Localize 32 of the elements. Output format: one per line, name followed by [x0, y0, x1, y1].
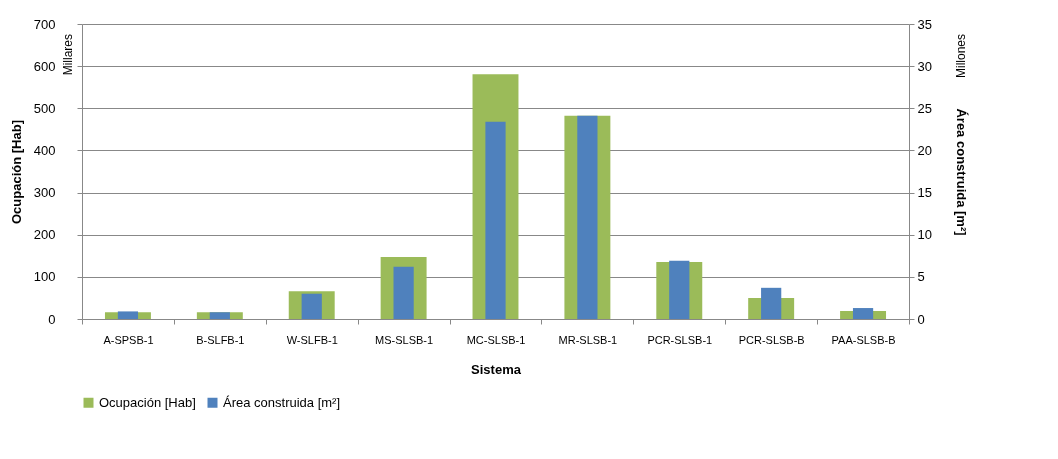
text: Millares — [61, 34, 75, 76]
x-axis-title: Sistema — [471, 361, 522, 377]
y2-tick-label: 35 — [917, 16, 932, 32]
x-tick-label: PCR-SLSB-B — [738, 333, 805, 346]
x-tick-label: B-SLFB-1 — [196, 333, 245, 346]
x-tick-label: PAA-SLSB-B — [831, 333, 896, 346]
y-tick-label: 100 — [33, 269, 56, 285]
y2-axis-title: Área construida [m²] — [953, 108, 969, 236]
y-tick-label: 700 — [33, 16, 56, 32]
x-tick-label: MS-SLSB-1 — [375, 333, 434, 346]
y-tick-label: 300 — [33, 185, 56, 201]
y2-tick-label: 20 — [917, 142, 932, 158]
x-tick-label: MR-SLSB-1 — [558, 333, 618, 346]
y2-tick-label: 15 — [917, 185, 932, 201]
y-tick-label: 600 — [33, 58, 56, 74]
y2-tick-label: 5 — [917, 269, 925, 285]
y-tick-label: 500 — [33, 100, 56, 116]
y2-tick-label: 30 — [917, 58, 932, 74]
y2-tick-label: 25 — [917, 100, 932, 116]
legend-label: Área construida [m²] — [223, 394, 341, 410]
y-tick-label: 400 — [33, 142, 56, 158]
y-tick-label: 200 — [33, 227, 56, 243]
y-tick-label: 0 — [48, 311, 56, 327]
y2-tick-label: 10 — [917, 227, 932, 243]
text: Millones — [954, 34, 968, 79]
y-axis-title: Ocupación [Hab] — [8, 119, 24, 225]
x-tick-label: MC-SLSB-1 — [466, 333, 526, 346]
x-tick-label: W-SLFB-1 — [286, 333, 338, 346]
x-tick-label: A-SPSB-1 — [103, 333, 154, 346]
y2-tick-label: 0 — [917, 311, 925, 327]
legend-label: Ocupación [Hab] — [99, 394, 196, 410]
x-tick-label: PCR-SLSB-1 — [647, 333, 713, 346]
